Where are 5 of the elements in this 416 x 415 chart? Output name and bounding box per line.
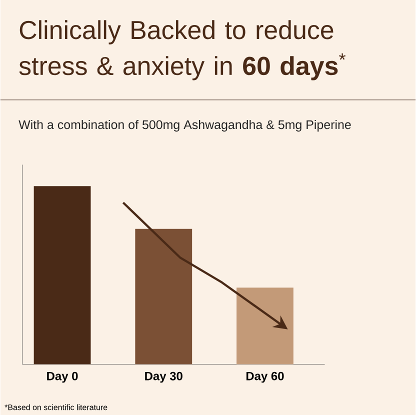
x-tick-label: Day 30	[145, 372, 182, 383]
chart-title: Clinically Backed to reduce stress & anxiety in 60 days$^{*}$	[19, 20, 346, 80]
chart-subtitle: With a combination of 500mg Ashwagandha & 5mg Piperine	[18, 120, 351, 132]
x-tick-label: Day 60	[246, 372, 284, 383]
x-tick-label: Day 0	[47, 372, 78, 383]
